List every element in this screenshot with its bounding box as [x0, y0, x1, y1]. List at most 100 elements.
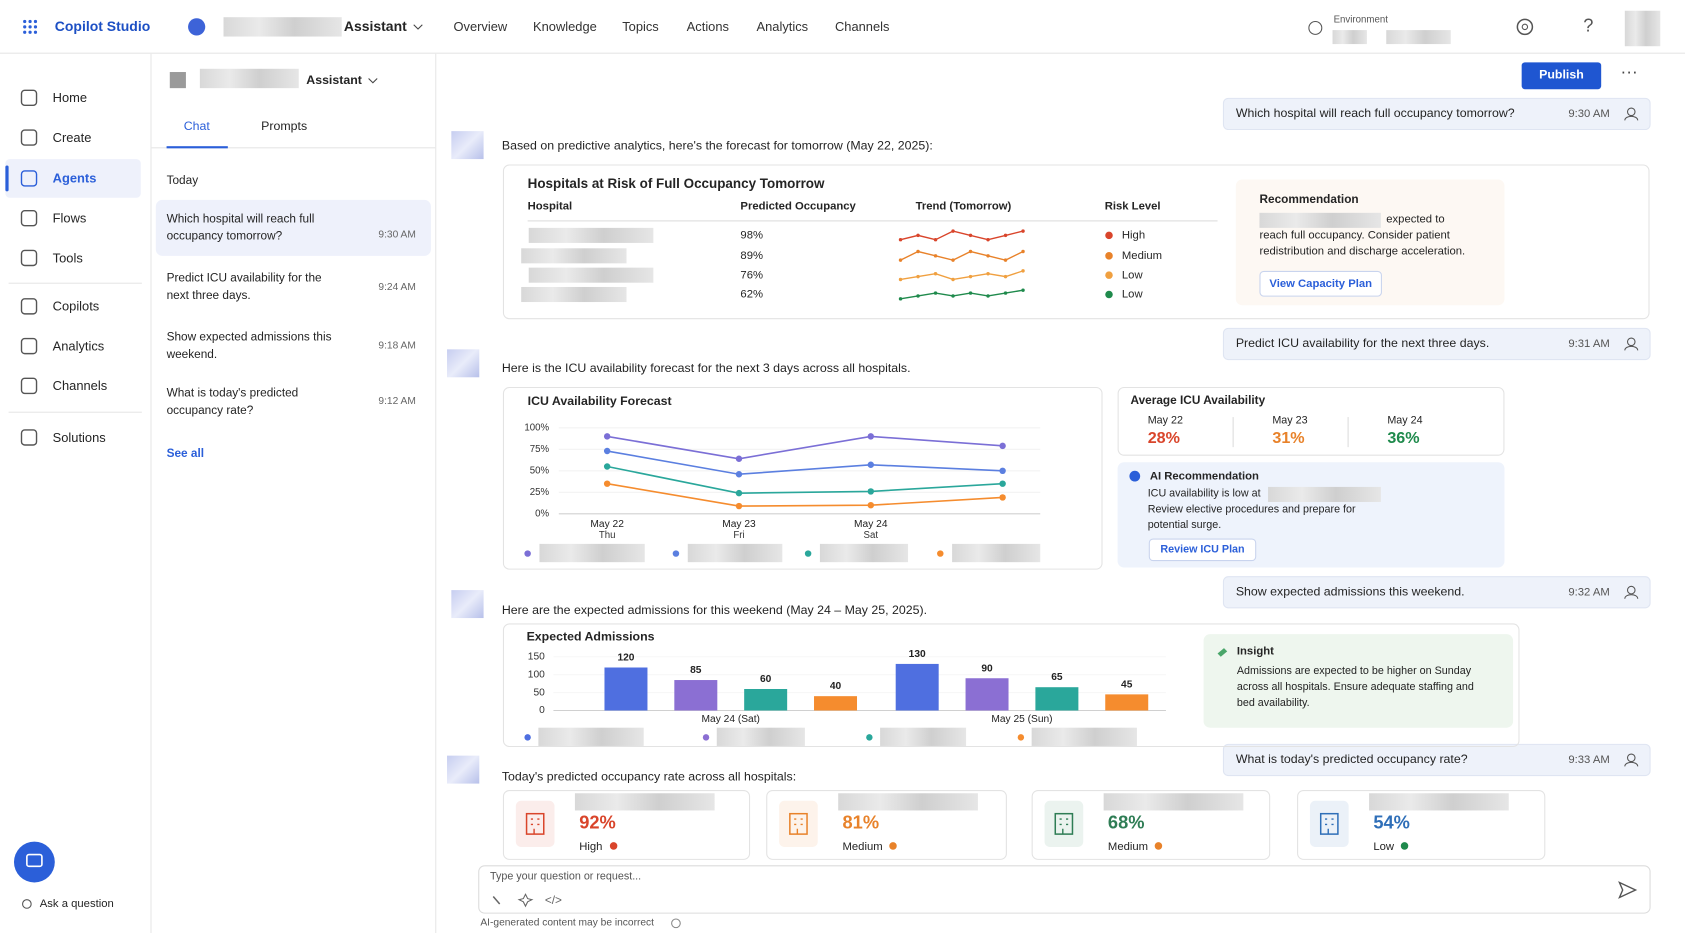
- occupancy-value: 62%: [740, 288, 763, 301]
- separator: [8, 411, 142, 413]
- more-icon[interactable]: ···: [1621, 62, 1638, 82]
- redacted-text: [1369, 793, 1509, 811]
- history-item[interactable]: Show expected admissions this weekend.: [166, 331, 332, 362]
- redacted-text: [521, 286, 627, 303]
- x-tick-label: May 24 (Sat): [702, 714, 760, 725]
- trend-point: [968, 291, 973, 295]
- redacted-text: [687, 543, 783, 563]
- history-section: Today: [166, 174, 199, 188]
- help-icon[interactable]: ?: [1583, 15, 1593, 36]
- trend-point: [898, 237, 903, 242]
- redacted-text: [1031, 727, 1137, 746]
- risk-level: Low: [1121, 268, 1143, 282]
- bar: [1035, 687, 1079, 711]
- redacted-text: [223, 17, 342, 37]
- history-tab[interactable]: Chat: [183, 120, 210, 134]
- trend-point: [951, 294, 955, 298]
- chat-input[interactable]: [478, 865, 1651, 914]
- x-tick-label: May 22: [590, 519, 624, 530]
- redacted-text: [574, 793, 715, 811]
- x-tick-sublabel: Thu: [599, 530, 616, 541]
- trend-line: [900, 270, 1024, 281]
- trend-point: [916, 274, 920, 279]
- history-item[interactable]: Which hospital will reach full occupancy…: [166, 212, 315, 243]
- y-tick-label: 100%: [524, 422, 549, 433]
- redacted-text: [838, 793, 978, 811]
- trend-point: [951, 277, 955, 282]
- trend-point: [986, 294, 990, 298]
- attach-icon[interactable]: [492, 895, 501, 905]
- ask-button[interactable]: [13, 841, 55, 883]
- nav-item[interactable]: Solutions: [52, 429, 106, 446]
- nav-item[interactable]: Agents: [52, 170, 97, 186]
- sparkle-icon[interactable]: [517, 893, 534, 908]
- see-all[interactable]: See all: [166, 447, 205, 461]
- code-icon[interactable]: </>: [545, 893, 562, 907]
- nav-active: [5, 159, 141, 198]
- trend-point: [1021, 288, 1025, 292]
- history-time: 9:18 AM: [378, 339, 416, 352]
- history-tab[interactable]: Prompts: [261, 120, 308, 134]
- history-item[interactable]: Predict ICU availability for the next th…: [166, 271, 322, 303]
- ai-recommendation-text: ICU availability is low at: [1147, 487, 1261, 500]
- occupancy-level: Medium: [1107, 840, 1149, 854]
- message-time: 9:30 AM: [1568, 107, 1610, 121]
- history-panel: [152, 53, 437, 933]
- capacity-plan-button[interactable]: View Capacity Plan: [1259, 270, 1382, 297]
- series-point: [603, 433, 611, 440]
- legend-dot: [524, 734, 531, 741]
- history-agent[interactable]: Assistant: [306, 74, 362, 88]
- app-grid-icon[interactable]: [23, 19, 38, 34]
- risk-dot: [1105, 231, 1113, 240]
- nav-icon: [20, 298, 38, 315]
- message-time: 9:32 AM: [1568, 585, 1610, 599]
- ask-icon: [26, 853, 43, 868]
- top-tab[interactable]: Knowledge: [533, 19, 597, 35]
- insight-title: Insight: [1236, 644, 1274, 658]
- nav-icon: [20, 129, 38, 146]
- top-tab[interactable]: Topics: [622, 19, 659, 35]
- caret[interactable]: [413, 24, 423, 30]
- caret[interactable]: [368, 78, 378, 84]
- trend-point: [951, 258, 955, 262]
- series-point: [867, 433, 875, 440]
- user-bubble: [1222, 743, 1651, 777]
- series-point: [999, 480, 1006, 487]
- nav-item[interactable]: Tools: [52, 250, 83, 266]
- nav-item[interactable]: Home: [52, 90, 88, 106]
- history-item[interactable]: What is today's predicted occupancy rate…: [166, 386, 299, 418]
- agent-avatar: [169, 72, 186, 89]
- info-icon[interactable]: [671, 918, 681, 929]
- trend-line: [900, 250, 1024, 261]
- bot-message: Based on predictive analytics, here's th…: [501, 139, 933, 153]
- average-value: 31%: [1272, 428, 1305, 448]
- top-tab[interactable]: Overview: [453, 19, 508, 35]
- x-tick-sublabel: Sat: [864, 530, 879, 541]
- publish-button[interactable]: Publish: [1521, 62, 1602, 90]
- top-tab[interactable]: Actions: [686, 19, 729, 35]
- nav-item[interactable]: Analytics: [52, 338, 105, 354]
- agent-name[interactable]: Assistant: [343, 18, 407, 35]
- top-tab[interactable]: Analytics: [756, 19, 809, 35]
- nav-item[interactable]: Create: [52, 130, 92, 146]
- top-tab[interactable]: Channels: [834, 19, 890, 35]
- series-point: [735, 489, 743, 497]
- building-icon-box: [1044, 800, 1084, 848]
- info-icon: [1129, 470, 1141, 482]
- trend-point: [898, 277, 903, 282]
- bar: [814, 696, 858, 711]
- settings-icon[interactable]: [1516, 18, 1534, 36]
- nav-item[interactable]: Flows: [52, 210, 87, 226]
- user-icon: [1624, 115, 1639, 121]
- user-icon: [1626, 585, 1636, 595]
- nav-item[interactable]: Channels: [52, 378, 108, 394]
- icu-plan-button[interactable]: Review ICU Plan: [1148, 538, 1257, 562]
- chart-title: Expected Admissions: [526, 630, 655, 644]
- user-icon: [1624, 345, 1639, 351]
- user-icon: [1626, 107, 1636, 117]
- y-tick-label: 0: [539, 705, 545, 716]
- send-icon[interactable]: [1618, 881, 1638, 899]
- nav-item[interactable]: Copilots: [52, 298, 100, 314]
- ask-label[interactable]: Ask a question: [39, 897, 114, 911]
- app-name: Copilot Studio: [54, 18, 151, 35]
